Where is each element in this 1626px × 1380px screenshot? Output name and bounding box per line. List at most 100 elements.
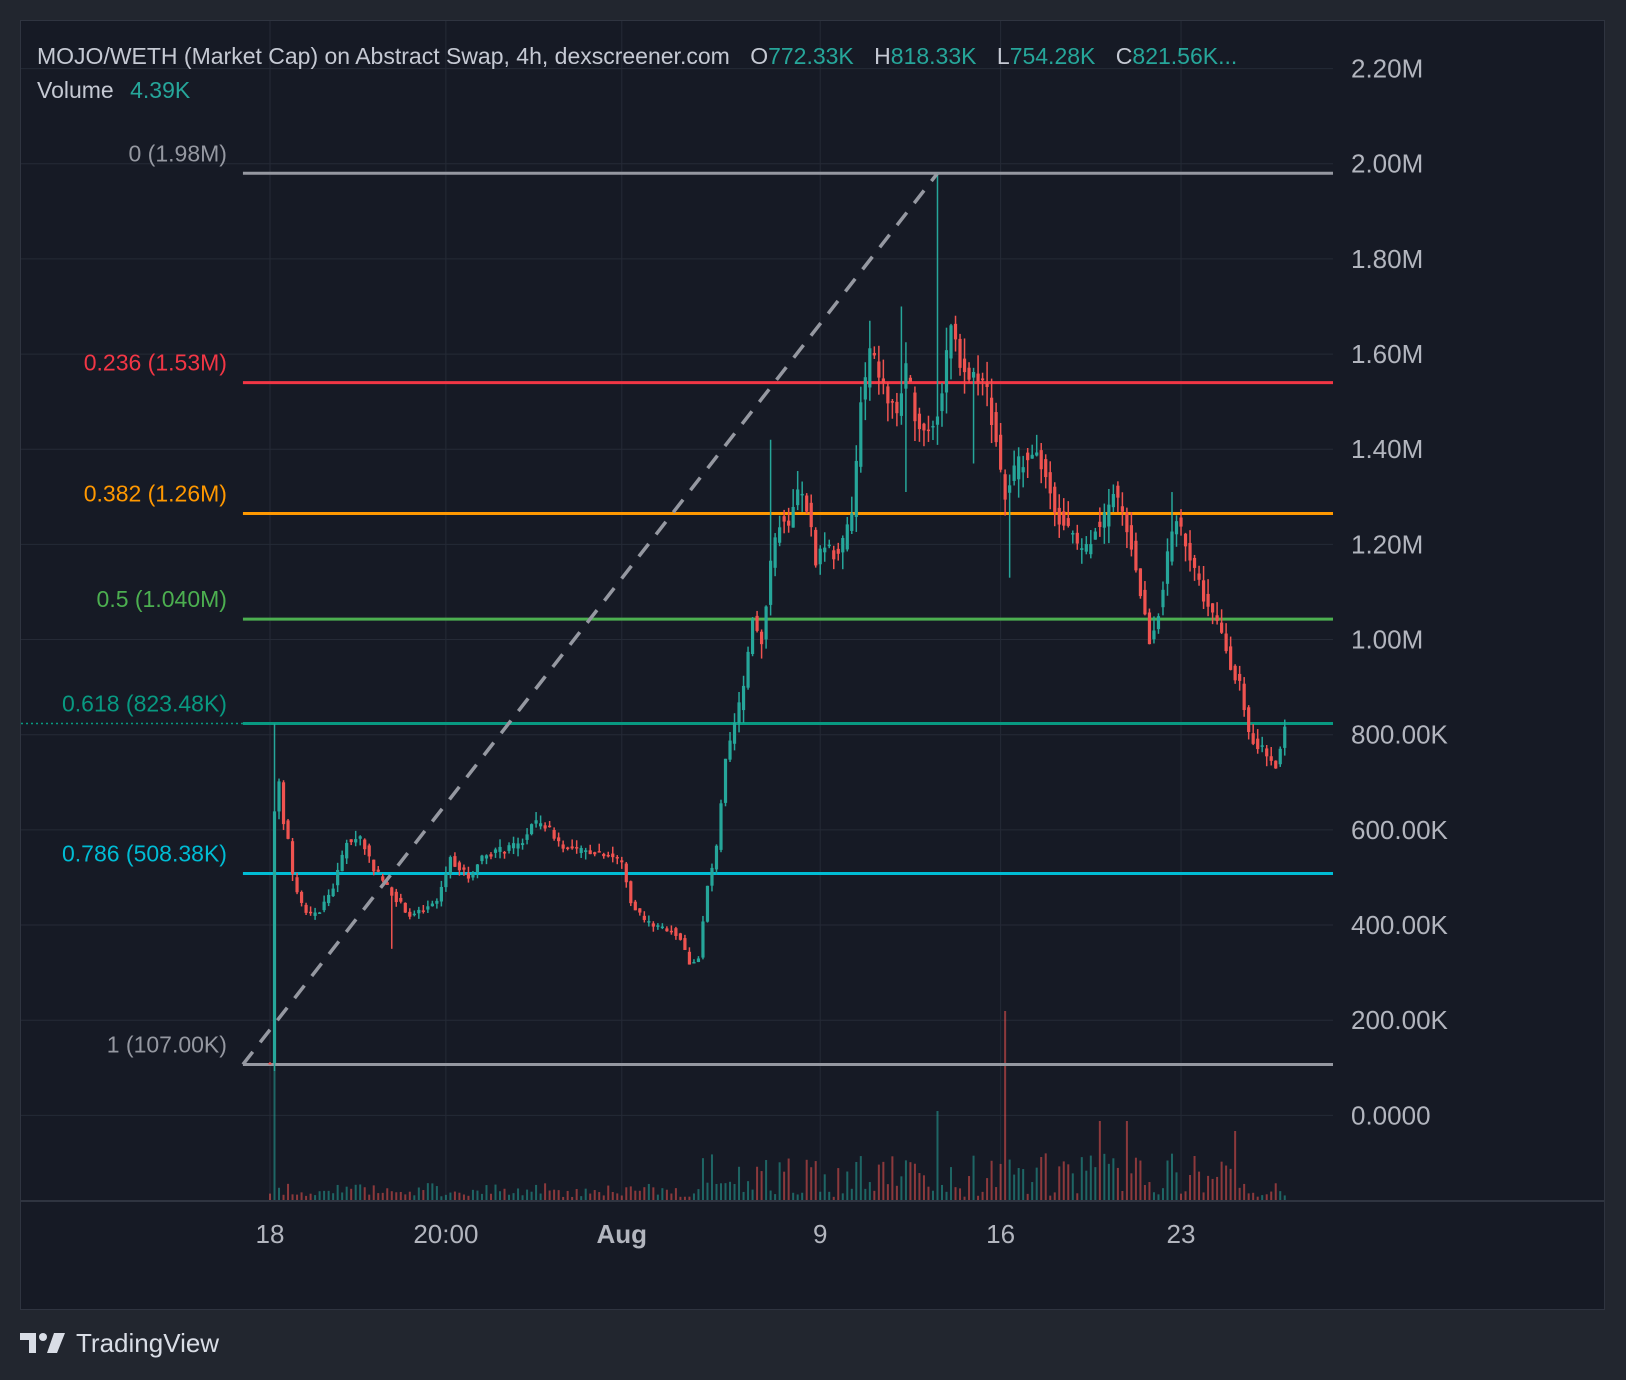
candle-body bbox=[683, 938, 687, 950]
volume-bar bbox=[656, 1194, 659, 1201]
tradingview-logo[interactable]: TradingView bbox=[20, 1328, 219, 1359]
volume-bar bbox=[1067, 1164, 1070, 1201]
candle-body bbox=[687, 951, 692, 965]
chart-legend: MOJO/WETH (Market Cap) on Abstract Swap,… bbox=[37, 39, 1237, 107]
candle-body bbox=[539, 823, 543, 827]
volume-bar bbox=[986, 1178, 989, 1201]
candle-body bbox=[340, 854, 344, 872]
candle-body bbox=[967, 367, 971, 380]
volume-bar bbox=[476, 1190, 479, 1201]
volume-bar bbox=[1134, 1157, 1137, 1201]
candle-body bbox=[935, 416, 940, 425]
candle-body bbox=[548, 825, 552, 828]
candle-body bbox=[1220, 622, 1224, 633]
volume-bar bbox=[841, 1193, 844, 1201]
candle-body bbox=[850, 513, 854, 531]
candle-body bbox=[1147, 612, 1152, 645]
candle-body bbox=[1111, 494, 1115, 508]
volume-bar bbox=[341, 1192, 344, 1201]
volume-bar bbox=[850, 1188, 853, 1201]
volume-bar bbox=[408, 1191, 411, 1201]
volume-bar bbox=[688, 1196, 691, 1201]
candle-body bbox=[1238, 673, 1242, 681]
candle-body bbox=[859, 402, 863, 467]
volume-bar bbox=[589, 1193, 592, 1201]
candle-body bbox=[376, 869, 380, 872]
volume-bar bbox=[1180, 1193, 1183, 1201]
volume-bar bbox=[435, 1186, 438, 1201]
candle-body bbox=[354, 839, 358, 843]
candle-body bbox=[1242, 683, 1246, 711]
candle-body bbox=[908, 377, 913, 382]
candle-body bbox=[1120, 506, 1124, 512]
candle-body bbox=[845, 524, 849, 550]
candle-body bbox=[1229, 646, 1233, 670]
volume-bar bbox=[1004, 1011, 1007, 1201]
fib-level-label: 0.786 (508.38K) bbox=[62, 840, 227, 866]
candle-body bbox=[1165, 551, 1170, 584]
fib-level-label: 0.618 (823.48K) bbox=[62, 691, 227, 717]
candle-body bbox=[1084, 544, 1088, 552]
candle-body bbox=[529, 824, 534, 835]
volume-bar bbox=[499, 1191, 502, 1201]
candle-body bbox=[746, 651, 750, 688]
candle-body bbox=[299, 891, 304, 903]
candle-body bbox=[656, 925, 660, 927]
volume-bar bbox=[494, 1184, 497, 1201]
candle-body bbox=[453, 856, 457, 867]
volume-bar bbox=[521, 1195, 524, 1201]
candle-body bbox=[417, 909, 421, 914]
candle-body bbox=[778, 527, 782, 543]
volume-bar bbox=[783, 1171, 786, 1201]
fib-level-label: 1 (107.00K) bbox=[107, 1031, 227, 1057]
volume-bar bbox=[769, 1190, 772, 1201]
volume-bar bbox=[1130, 1173, 1133, 1201]
candle-body bbox=[1161, 589, 1165, 608]
volume-bar bbox=[273, 1011, 276, 1201]
candle-body bbox=[489, 854, 493, 857]
volume-bar bbox=[526, 1189, 529, 1201]
candle-body bbox=[764, 606, 768, 640]
candle-body bbox=[570, 846, 574, 849]
volume-bar bbox=[1116, 1167, 1119, 1201]
grid-lines bbox=[21, 21, 1333, 1201]
trend-line[interactable] bbox=[241, 172, 939, 1066]
volume-bar bbox=[1202, 1192, 1205, 1201]
candle-body bbox=[651, 923, 655, 927]
candle-body bbox=[1066, 518, 1070, 526]
candlestick-chart[interactable]: 0 (1.98M) 0.236 (1.53M) 0.382 (1.26M) 0.5 (… bbox=[21, 21, 1605, 1310]
volume-bar bbox=[489, 1193, 492, 1201]
candle-body bbox=[692, 961, 696, 964]
volume-bar bbox=[368, 1194, 371, 1201]
candle-body bbox=[1039, 450, 1043, 470]
legend-row-volume: Volume 4.39K bbox=[37, 73, 1237, 107]
volume-bar bbox=[634, 1190, 637, 1201]
candle-body bbox=[403, 902, 407, 913]
candle-body bbox=[286, 820, 290, 839]
volume-bar bbox=[922, 1175, 925, 1201]
volume-bar bbox=[350, 1188, 353, 1201]
fib-retracement[interactable]: 0 (1.98M) 0.236 (1.53M) 0.382 (1.26M) 0.5 (… bbox=[21, 140, 1333, 1066]
volume-bar bbox=[629, 1186, 632, 1201]
candle-body bbox=[1224, 633, 1228, 652]
candle-body bbox=[665, 928, 669, 932]
candle-body bbox=[1156, 616, 1161, 630]
volume-bar bbox=[918, 1173, 921, 1201]
volume-bar bbox=[692, 1193, 695, 1201]
volume-bar bbox=[1013, 1174, 1016, 1201]
volume-bar bbox=[652, 1187, 655, 1201]
volume-bar bbox=[1143, 1185, 1146, 1201]
candle-body bbox=[394, 891, 398, 903]
chart-panel[interactable]: 0 (1.98M) 0.236 (1.53M) 0.382 (1.26M) 0.5 (… bbox=[20, 20, 1605, 1310]
volume-bar bbox=[377, 1193, 380, 1201]
candle-body bbox=[633, 901, 637, 911]
volume-bar bbox=[1080, 1157, 1083, 1201]
volume-bar bbox=[1161, 1188, 1164, 1201]
axes: 2.20M 2.00M 1.80M 1.60M 1.40M 1.20M 1.00M 800.0… bbox=[21, 54, 1604, 1249]
y-tick-label: 800.00K bbox=[1351, 720, 1449, 750]
candle-body bbox=[525, 834, 529, 840]
volume-bar bbox=[1121, 1191, 1124, 1201]
x-tick-label: Aug bbox=[597, 1219, 648, 1249]
volume-bar bbox=[1022, 1169, 1025, 1201]
volume-bar bbox=[810, 1167, 813, 1201]
